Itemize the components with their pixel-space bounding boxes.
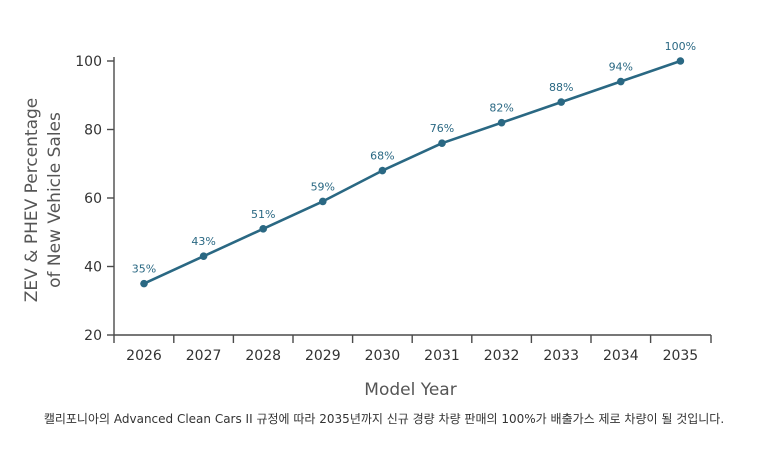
line-chart: 20 40 60 80 100 2026 2027 2028 2029 2030 2031 2032… (22, 40, 712, 400)
axes (113, 57, 711, 336)
figure-caption: 캘리포니아의 Advanced Clean Cars II 규정에 따라 203… (43, 412, 725, 426)
data-points (140, 57, 685, 288)
data-point (617, 77, 625, 86)
x-tick-label: 2032 (484, 348, 520, 364)
data-point (199, 252, 208, 261)
x-tick-label: 2029 (305, 348, 341, 364)
data-point (438, 139, 446, 147)
x-tick-label: 2033 (543, 348, 579, 364)
data-point (497, 118, 506, 127)
y-axis-label: ZEV & PHEV Percentage (22, 98, 42, 303)
y-tick-label: 40 (84, 260, 102, 276)
x-tick-label: 2028 (245, 348, 281, 364)
data-label: 59% (311, 180, 335, 193)
x-tick-label: 2027 (186, 348, 222, 364)
data-point (319, 197, 327, 206)
x-tick-label: 2035 (663, 348, 699, 364)
y-tick-label: 100 (75, 54, 102, 70)
data-point (676, 57, 685, 65)
x-tick-label: 2034 (603, 348, 639, 364)
x-tick-label: 2026 (126, 348, 162, 364)
data-label: 88% (549, 81, 573, 94)
y-tick-label: 20 (84, 328, 102, 344)
y-tick-label: 80 (84, 123, 102, 139)
data-label: 100% (665, 40, 696, 53)
data-label: 94% (609, 61, 633, 74)
data-point (259, 225, 268, 233)
x-tick-label: 2030 (365, 348, 401, 364)
x-tick-label: 2031 (424, 348, 460, 364)
data-label: 51% (251, 208, 275, 221)
x-axis-label: Model Year (364, 380, 456, 400)
y-tick-label: 60 (84, 191, 102, 207)
data-label: 43% (191, 235, 215, 248)
series-line (143, 59, 681, 285)
y-axis-label-line-2: of New Vehicle Sales (45, 112, 65, 288)
data-label: 82% (489, 102, 513, 115)
data-point (378, 166, 387, 175)
data-label: 35% (132, 263, 156, 276)
data-label: 76% (430, 122, 454, 135)
data-point (140, 279, 148, 288)
data-point (557, 98, 565, 106)
data-labels: 35% 43% 51% 59% 68% 76% 82% 88% 94% 100% (132, 40, 696, 276)
y-ticks: 20 40 60 80 100 (75, 54, 114, 344)
x-ticks: 2026 2027 2028 2029 2030 2031 2032 2033 2034 2035 (113, 335, 712, 364)
data-label: 68% (370, 150, 394, 163)
